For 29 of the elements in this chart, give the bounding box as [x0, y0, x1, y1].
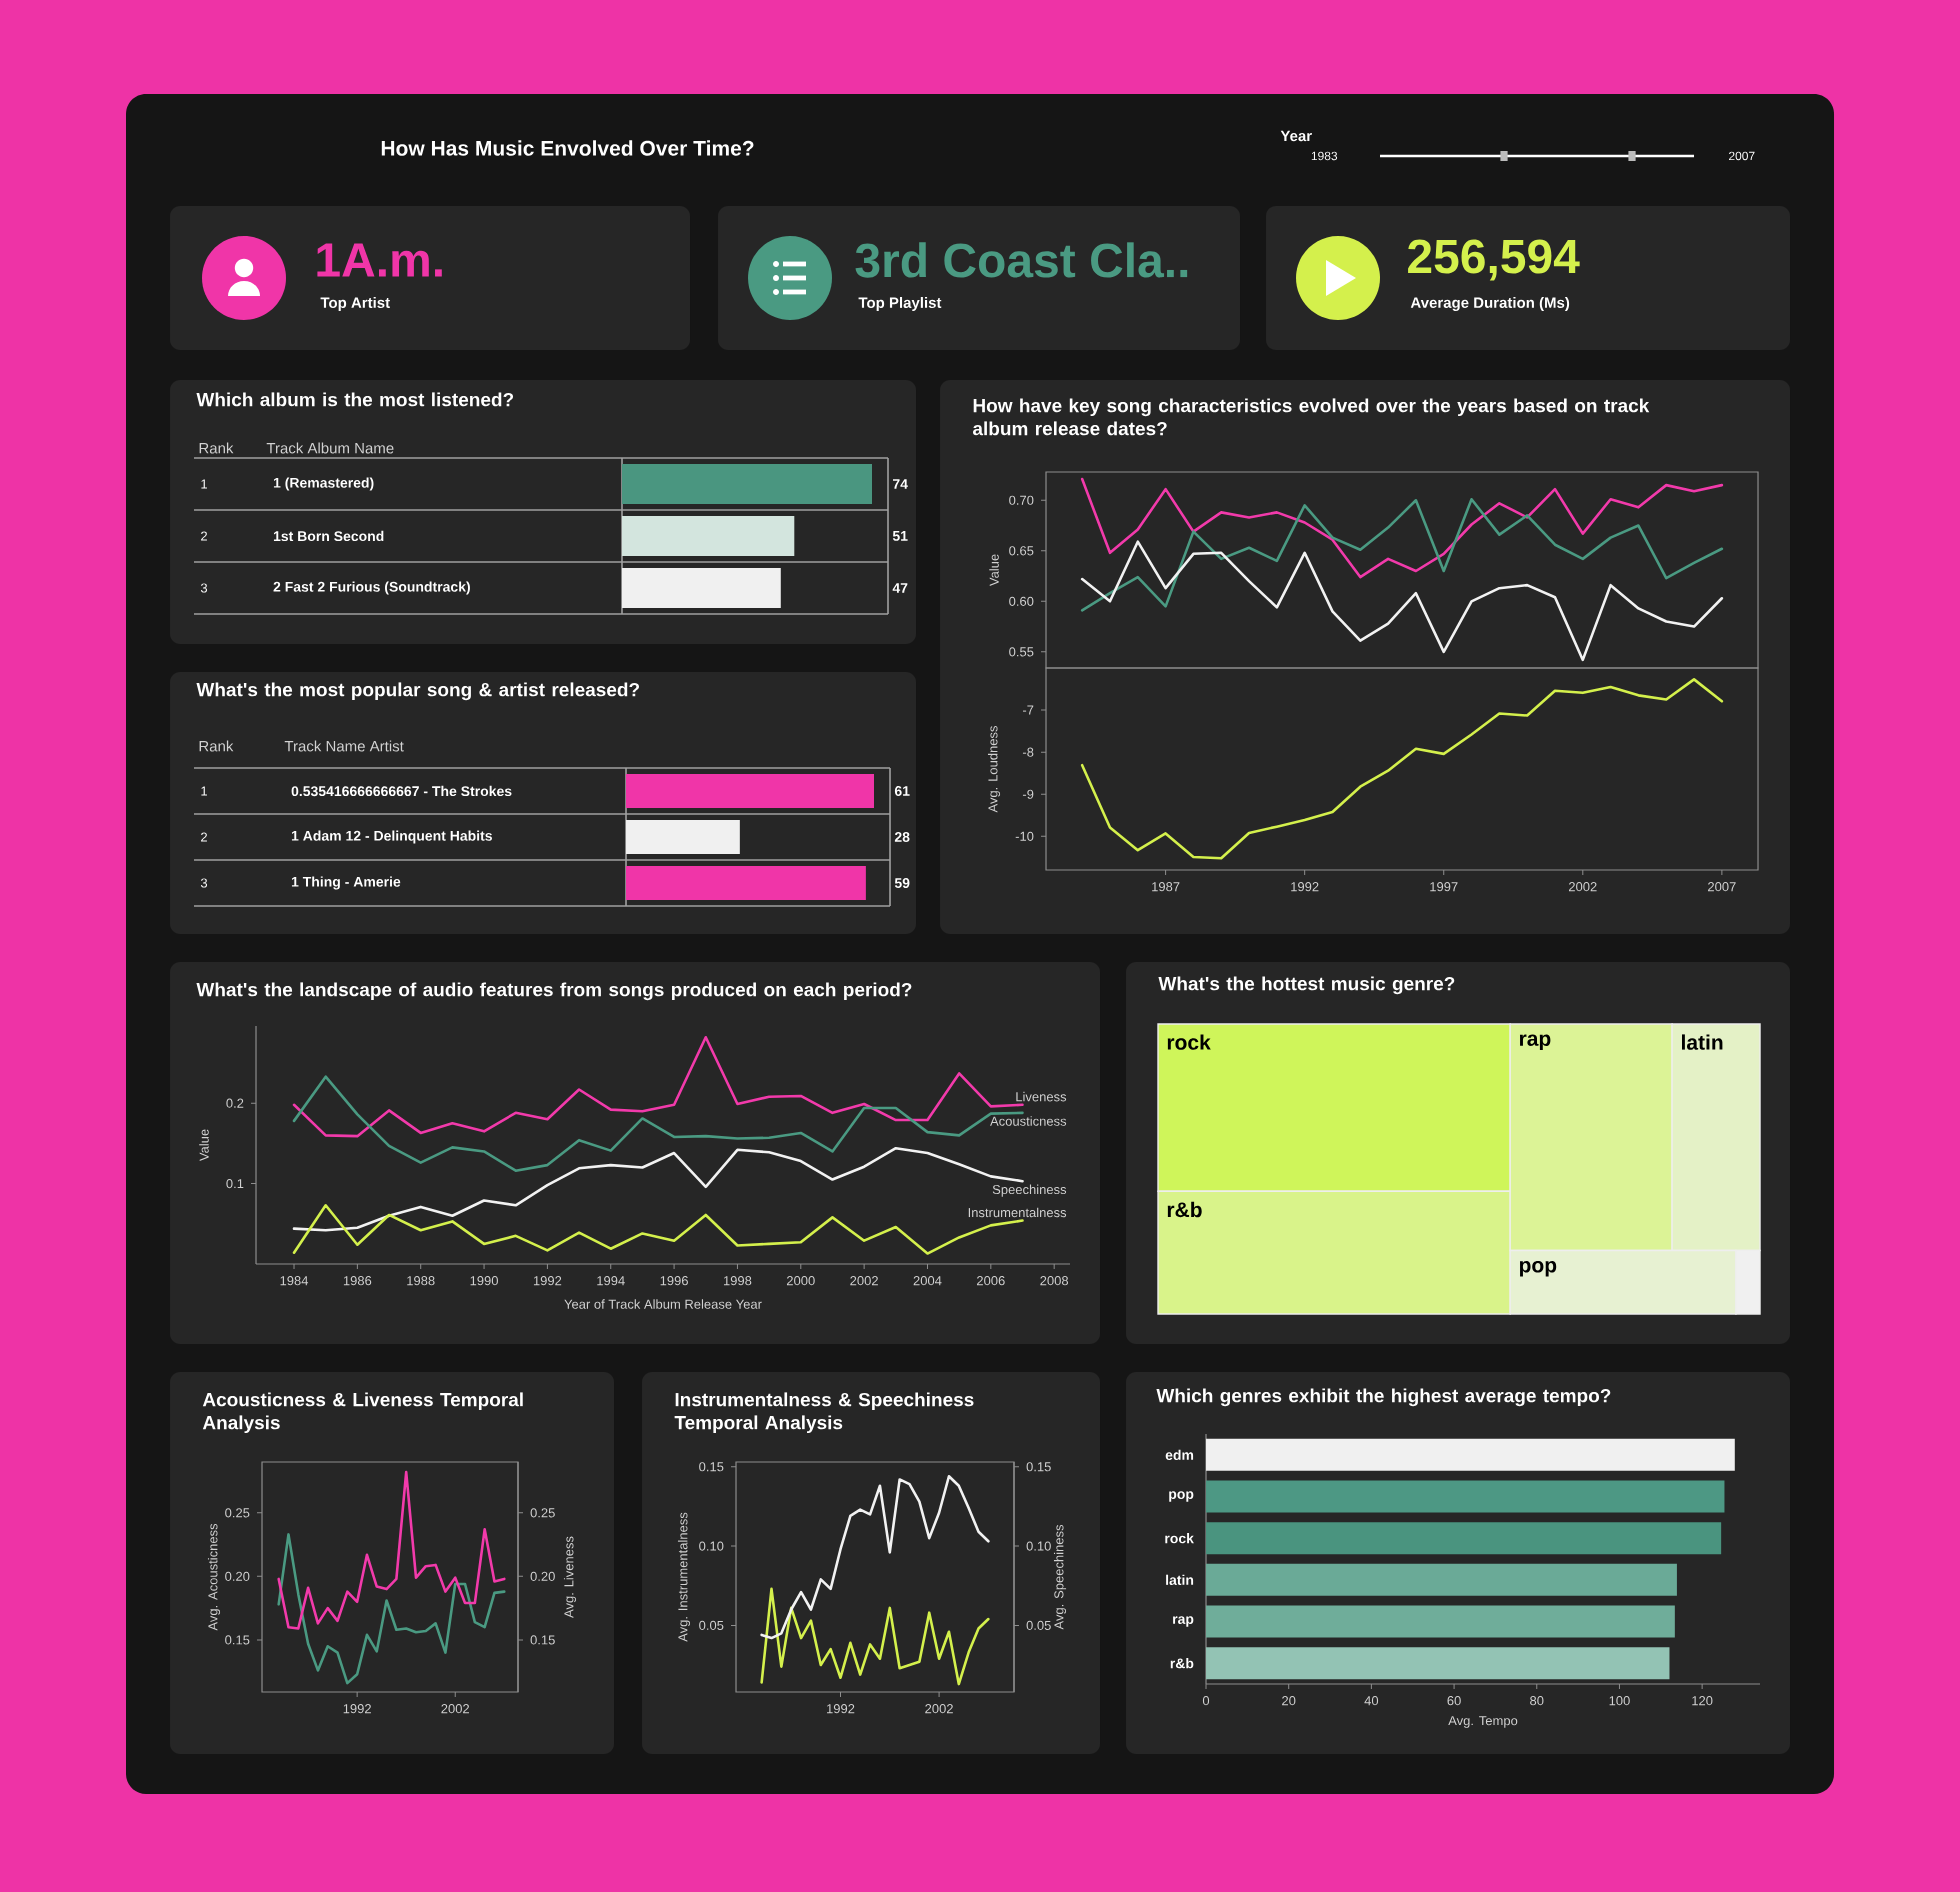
line-series: [277, 1533, 506, 1685]
text: Which album is the most listened?: [196, 392, 514, 407]
text: 1A.m.: [317, 243, 442, 277]
bar: [1206, 1522, 1722, 1555]
bar: [1206, 1647, 1670, 1680]
line-series: [760, 1587, 990, 1686]
chart-title: Acousticness & Liveness Temporal Analysis: [202, 1392, 523, 1434]
chart-title: Which genres exhibit the highest average tempo?: [1156, 1388, 1611, 1407]
chart-title: Instrumentalness & Speechiness Temporal Analysis: [674, 1392, 974, 1434]
category-label: rap: [1519, 1034, 1551, 1051]
bar: [1206, 1438, 1735, 1471]
bar: [1206, 1563, 1677, 1596]
line-series: [1080, 477, 1724, 579]
category-label: pop: [1519, 1260, 1557, 1277]
chart-title: What's the landscape of audio features from songs produced on each period?: [196, 982, 912, 1001]
text: How Has Music Envolved Over Time?: [381, 140, 754, 156]
line-series: [277, 1470, 506, 1630]
chart-title: How have key song characteristics evolved over the years based on track album release dates?: [973, 398, 1650, 436]
line-series: [760, 1474, 990, 1640]
text: What's the most popular song & artist released?: [196, 682, 639, 701]
text: What's the hottest music genre?: [1158, 976, 1455, 995]
text: 3rd Coast Cla..: [855, 242, 1188, 278]
text: 256,594: [1408, 239, 1580, 281]
line-series: [1080, 678, 1724, 860]
bar: [1206, 1480, 1725, 1513]
bar: [1206, 1605, 1675, 1638]
line-series: [1080, 497, 1724, 612]
line-series: [1080, 540, 1724, 662]
category-label: latin: [1682, 1034, 1723, 1050]
